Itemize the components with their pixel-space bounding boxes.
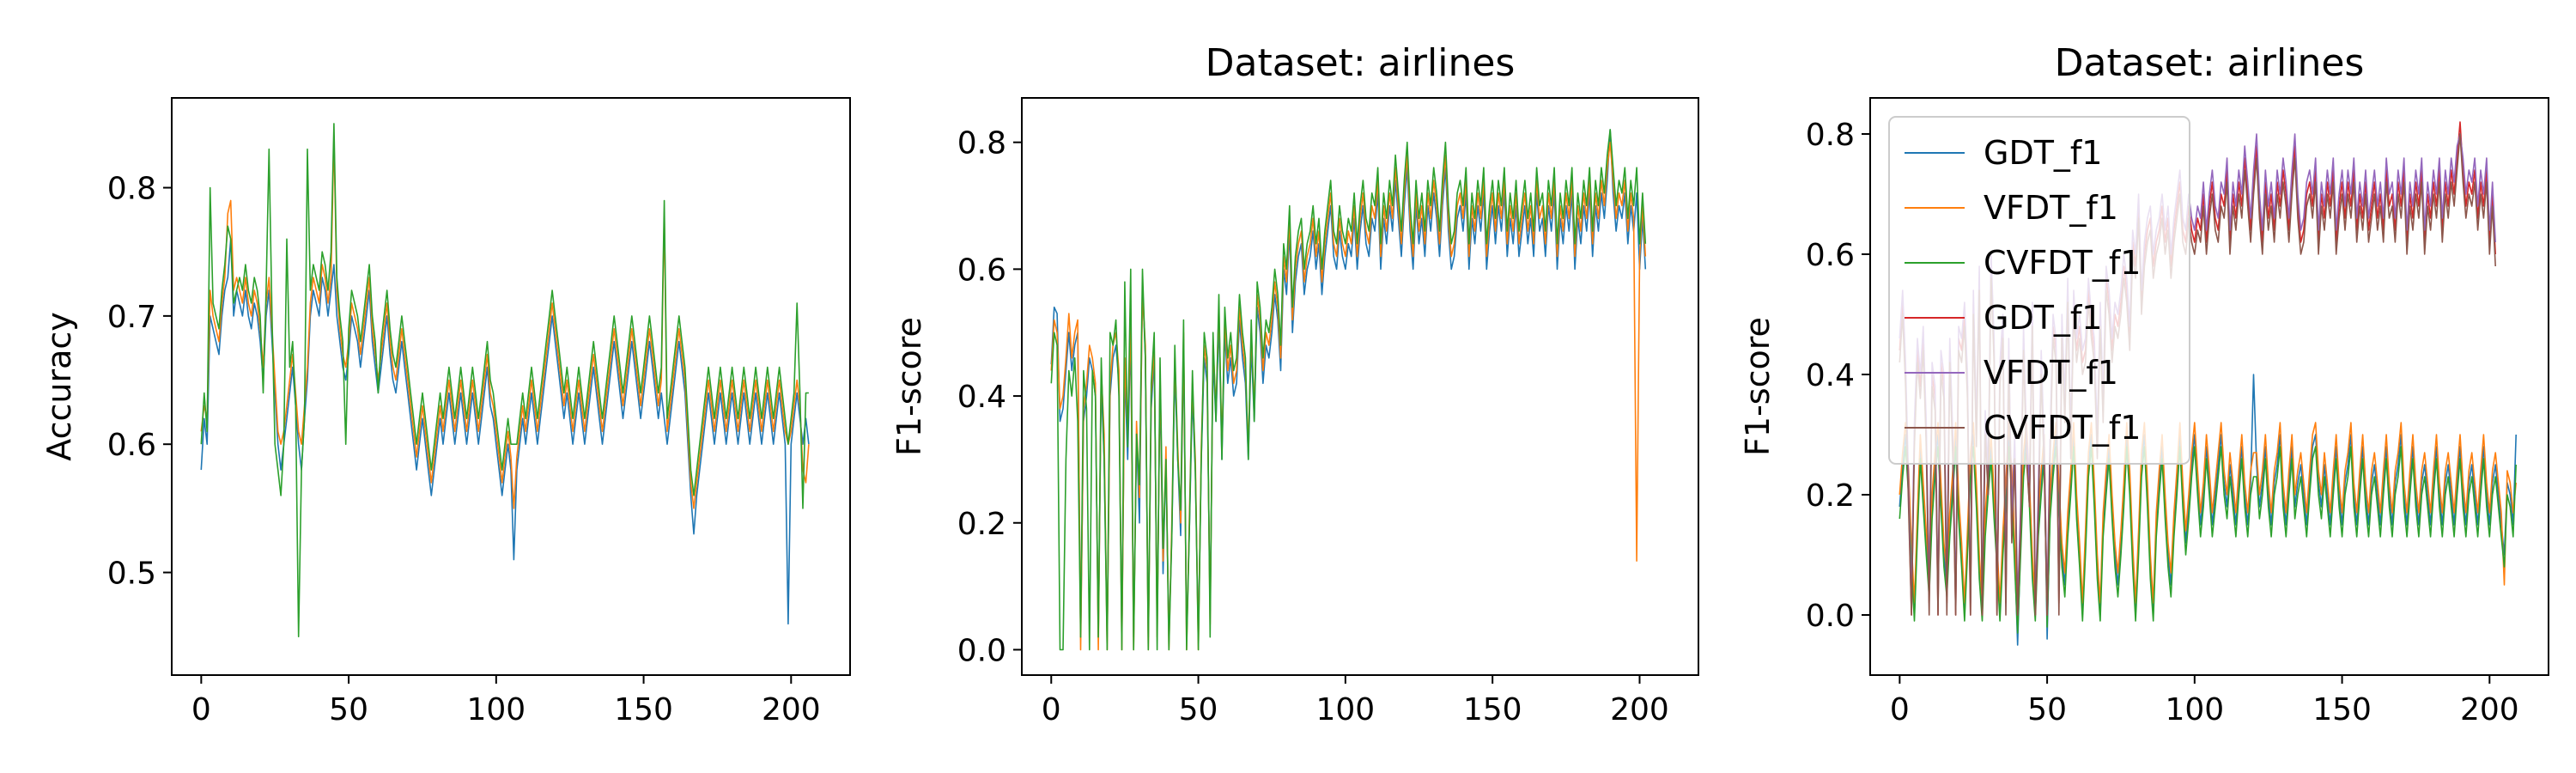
x-tick-label: 100 bbox=[1316, 692, 1376, 727]
axes-frame bbox=[1021, 97, 1699, 676]
y-tick-label: 0.6 bbox=[1806, 238, 1855, 273]
series-line-1 bbox=[200, 136, 810, 509]
x-tick-label: 0 bbox=[1890, 692, 1910, 727]
y-tick-label: 0.2 bbox=[1806, 478, 1855, 514]
x-tick-label: 150 bbox=[614, 692, 673, 727]
x-tick-label: 100 bbox=[2165, 692, 2224, 727]
y-axis-label: F1-score bbox=[890, 317, 928, 456]
series-group bbox=[200, 123, 810, 638]
x-tick-label: 200 bbox=[2460, 692, 2519, 727]
panel-f1-right: 0 50 100 150 200 0.0 0.2 0.4 0.6 0.8 F1-score Datas… bbox=[1739, 41, 2549, 727]
legend-label-5: CVFDT_f1 bbox=[1984, 409, 2141, 447]
legend-label-1: VFDT_f1 bbox=[1984, 189, 2118, 227]
y-tick-label: 0.8 bbox=[1806, 118, 1855, 153]
axes-frame bbox=[171, 97, 851, 676]
chart-title: Dataset: airlines bbox=[1206, 41, 1516, 85]
chart-title: Dataset: airlines bbox=[2055, 41, 2365, 85]
y-tick-label: 0.4 bbox=[1806, 358, 1855, 393]
x-tick-label: 200 bbox=[762, 692, 821, 727]
panel-accuracy: 0 50 100 150 200 0.5 0.6 0.7 0.8 Accuracy bbox=[40, 97, 851, 727]
x-tick-label: 200 bbox=[1610, 692, 1669, 727]
y-tick-label: 0.6 bbox=[957, 253, 1006, 288]
y-tick-label: 0.0 bbox=[957, 633, 1006, 668]
x-tick-label: 50 bbox=[1179, 692, 1218, 727]
axes-frame bbox=[1869, 97, 2549, 676]
series-group bbox=[1050, 129, 1647, 651]
y-tick-label: 0.4 bbox=[957, 380, 1006, 415]
legend: GDT_f1 VFDT_f1 CVFDT_f1 GDT_f1 VFDT_f1 CVFDT_… bbox=[1888, 116, 2190, 465]
x-tick-label: 0 bbox=[1042, 692, 1061, 727]
y-tick-label: 0.7 bbox=[107, 300, 156, 335]
x-tick-label: 50 bbox=[329, 692, 368, 727]
x-tick-label: 0 bbox=[191, 692, 211, 727]
panel-f1-middle: 0 50 100 150 200 0.0 0.2 0.4 0.6 0.8 F1-score Datas… bbox=[890, 41, 1699, 727]
y-tick-label: 0.0 bbox=[1806, 599, 1855, 634]
x-tick-label: 150 bbox=[2312, 692, 2372, 727]
y-tick-label: 0.6 bbox=[107, 428, 156, 463]
x-tick-label: 150 bbox=[1463, 692, 1522, 727]
y-tick-label: 0.2 bbox=[957, 507, 1006, 542]
x-tick-label: 100 bbox=[466, 692, 526, 727]
legend-label-4: VFDT_f1 bbox=[1984, 354, 2118, 392]
legend-label-0: GDT_f1 bbox=[1984, 134, 2102, 172]
legend-label-2: CVFDT_f1 bbox=[1984, 244, 2141, 282]
series-line-2 bbox=[1899, 446, 2517, 634]
y-tick-label: 0.8 bbox=[107, 172, 156, 207]
y-tick-label: 0.5 bbox=[107, 557, 156, 592]
y-tick-label: 0.8 bbox=[957, 126, 1006, 161]
series-line-2 bbox=[200, 123, 809, 638]
y-axis-label: F1-score bbox=[1739, 317, 1777, 456]
legend-label-3: GDT_f1 bbox=[1984, 299, 2102, 337]
series-line-1 bbox=[1899, 422, 2517, 616]
y-axis-label: Accuracy bbox=[40, 312, 78, 461]
x-tick-label: 50 bbox=[2027, 692, 2067, 727]
series-line-2 bbox=[1050, 129, 1647, 651]
legend-box bbox=[1888, 116, 2190, 465]
